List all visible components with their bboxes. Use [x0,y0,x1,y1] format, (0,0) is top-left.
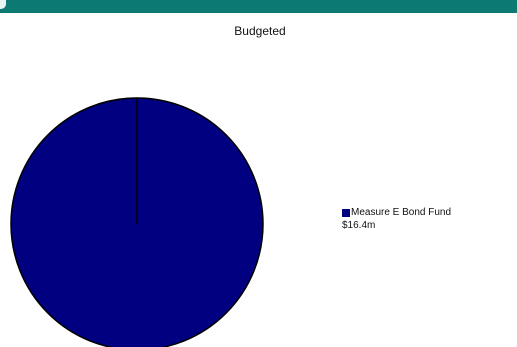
chart-title: Budgeted [234,24,286,38]
legend-item: Measure E Bond Fund [342,206,512,219]
chart-legend: Measure E Bond Fund $16.4m [342,206,512,232]
legend-label-measure-e-bond-fund: Measure E Bond Fund [351,207,452,218]
legend-value-measure-e-bond-fund: $16.4m [342,220,376,231]
legend-swatch-measure-e-bond-fund [342,208,350,217]
pie-slices-group [10,97,264,347]
header-bar [0,0,517,13]
header-logo-mark [0,0,6,9]
